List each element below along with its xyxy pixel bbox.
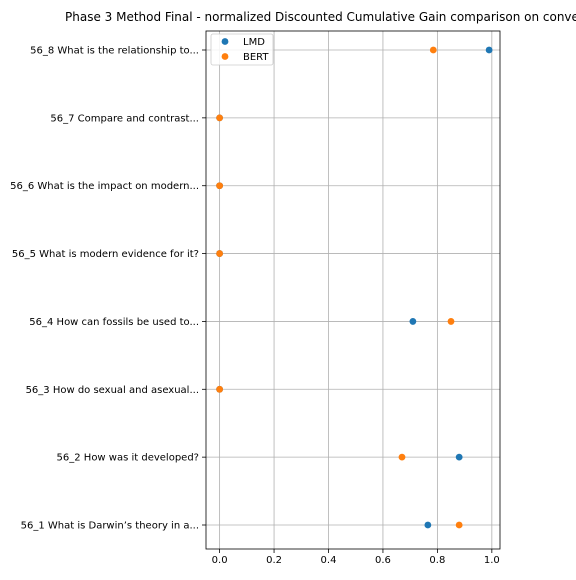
chart-title: Phase 3 Method Final - normalized Discou… — [65, 10, 576, 24]
category-label: 56_6 What is the impact on modern... — [10, 181, 199, 192]
point-bert — [216, 385, 224, 393]
point-bert — [398, 453, 406, 461]
category-label: 56_4 How can fossils be used to... — [29, 317, 199, 328]
x-tick-label: 1.0 — [484, 555, 500, 566]
legend-marker-bert — [221, 53, 229, 60]
point-bert — [455, 521, 463, 529]
plot-frame — [205, 30, 501, 550]
category-label: 56_5 What is modern evidence for it? — [12, 249, 199, 260]
category-label: 56_7 Compare and contrast... — [50, 113, 199, 124]
point-bert — [216, 182, 224, 190]
point-lmd — [409, 318, 417, 325]
legend: LMD BERT — [210, 33, 274, 66]
grid-layer — [206, 31, 500, 549]
legend-label-bert: BERT — [243, 52, 269, 63]
point-lmd — [424, 521, 432, 529]
points-layer — [216, 46, 493, 529]
x-tick-label: 0.0 — [212, 555, 228, 566]
category-label: 56_1 What is Darwin’s theory in a... — [21, 521, 199, 532]
point-bert — [216, 250, 224, 257]
category-label: 56_2 How was it developed? — [57, 453, 199, 464]
x-tick-label: 0.8 — [429, 555, 445, 566]
legend-label-lmd: LMD — [243, 37, 265, 48]
x-tick-label: 0.6 — [375, 555, 391, 566]
point-bert — [216, 114, 224, 122]
category-label: 56_8 What is the relationship to... — [30, 46, 199, 57]
x-tick-label: 0.4 — [321, 555, 337, 566]
x-tick-label: 0.2 — [266, 555, 282, 566]
point-lmd — [485, 46, 493, 54]
point-bert — [447, 318, 455, 325]
legend-marker-lmd — [221, 38, 229, 45]
category-label: 56_3 How do sexual and asexual... — [26, 385, 199, 396]
axes-layer: 0.0 0.2 0.4 0.6 0.8 1.0 56_1 What is Darwin’s … — [10, 30, 501, 566]
point-lmd — [455, 453, 463, 461]
point-bert — [429, 46, 437, 54]
